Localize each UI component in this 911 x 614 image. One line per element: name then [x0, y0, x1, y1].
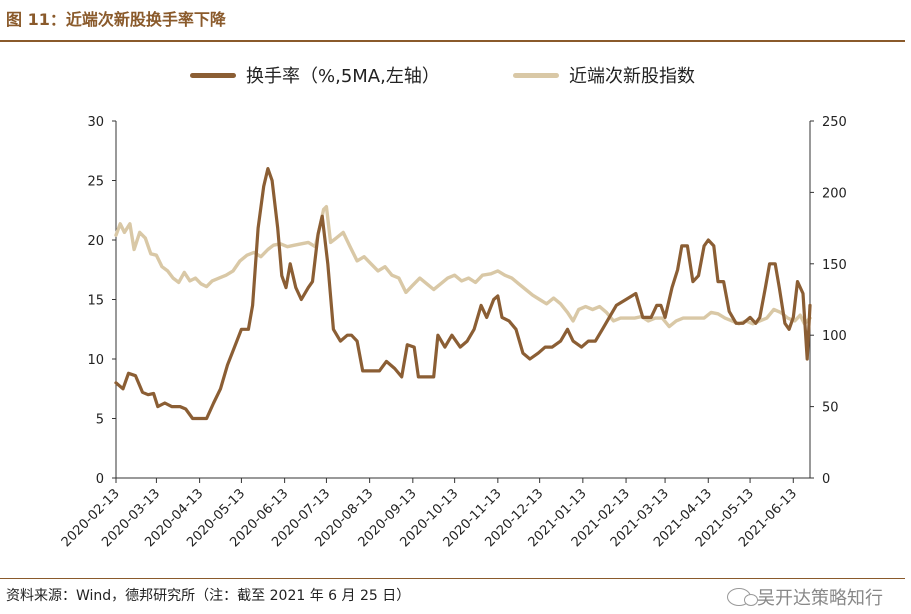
- watermark: 吴开达策略知行: [727, 584, 883, 610]
- legend-item-index: 近端次新股指数: [513, 62, 695, 88]
- legend-label-index: 近端次新股指数: [569, 66, 695, 87]
- y-left-tick-label: 25: [87, 175, 104, 190]
- legend-swatch-turnover: [190, 72, 236, 78]
- wechat-icon: [727, 588, 758, 606]
- chart-legend: 换手率（%,5MA,左轴） 近端次新股指数: [0, 62, 911, 90]
- y-left-tick-label: 15: [87, 294, 104, 309]
- y-left-tick-label: 30: [87, 115, 104, 130]
- title-divider: [0, 40, 905, 42]
- y-right-tick-label: 200: [822, 186, 847, 201]
- series-line-turnover: [114, 167, 812, 421]
- y-right-tick-label: 0: [822, 472, 830, 487]
- y-right-tick-label: 100: [822, 329, 847, 344]
- y-left-tick-label: 10: [87, 353, 104, 368]
- y-right-tick-label: 250: [822, 115, 847, 130]
- y-left-tick-label: 5: [96, 413, 104, 428]
- source-note: 资料来源：Wind，德邦研究所（注：截至 2021 年 6 月 25 日）: [6, 588, 411, 604]
- legend-item-turnover: 换手率（%,5MA,左轴）: [190, 62, 440, 88]
- watermark-text: 吴开达策略知行: [757, 588, 883, 609]
- series-line-index: [114, 204, 812, 329]
- y-left-tick-label: 0: [96, 472, 104, 487]
- y-right-tick-label: 50: [822, 401, 839, 416]
- legend-label-turnover: 换手率（%,5MA,左轴）: [246, 66, 440, 87]
- y-left-tick-label: 20: [87, 234, 104, 249]
- legend-swatch-index: [513, 72, 559, 78]
- figure-title: 图 11：近端次新股换手率下降: [6, 10, 226, 29]
- y-right-tick-label: 150: [822, 258, 847, 273]
- footer-divider: [0, 578, 905, 579]
